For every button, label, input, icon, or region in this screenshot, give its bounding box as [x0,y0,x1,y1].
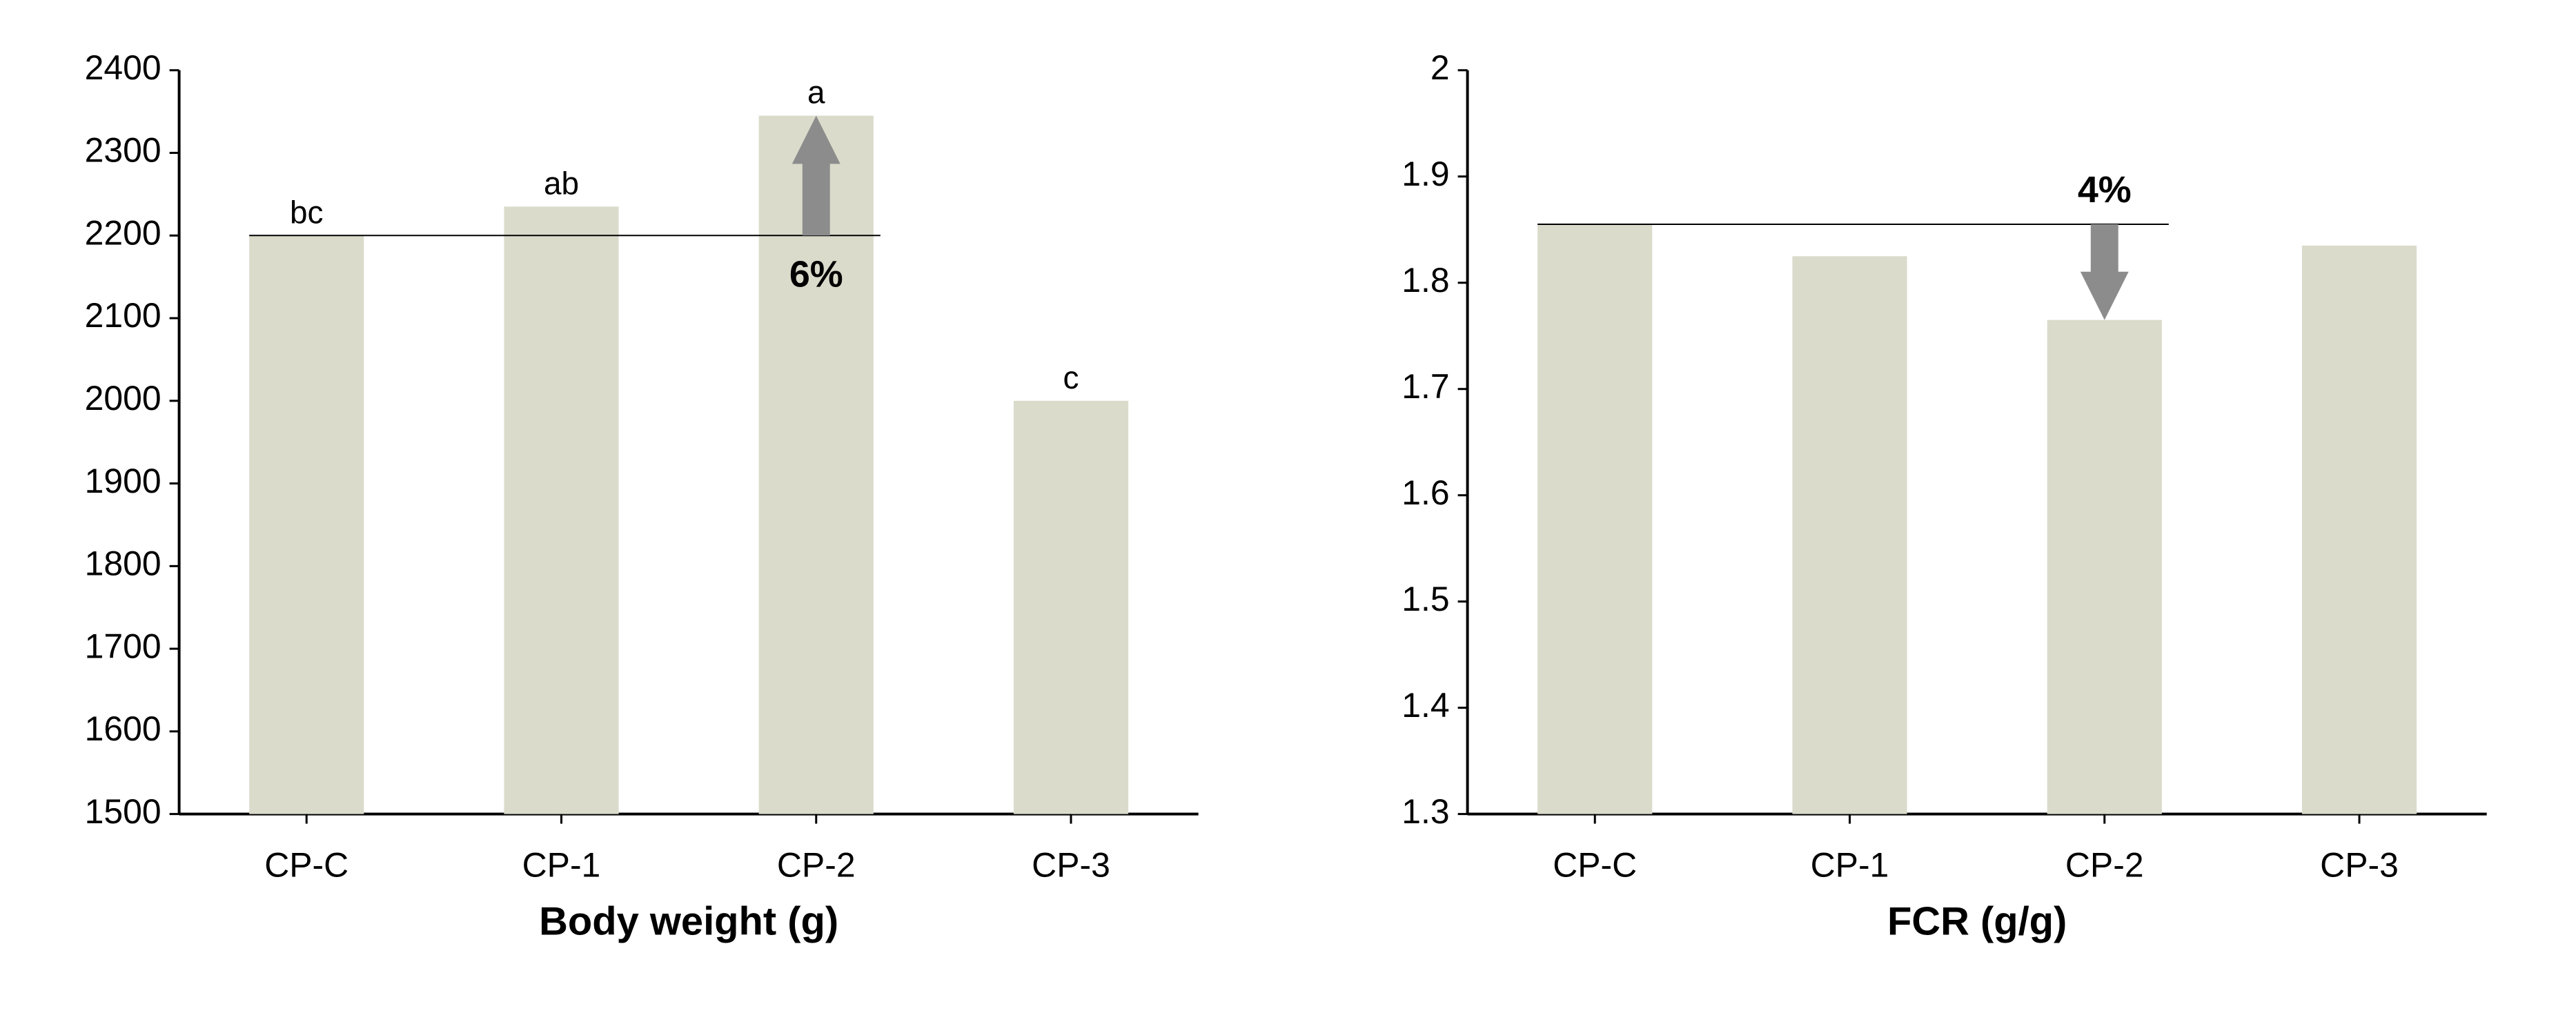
x-tick-label: CP-3 [2320,846,2399,885]
bar-superscript: ab [544,165,579,201]
x-tick-label: CP-C [1553,846,1637,885]
bar-superscript: a [807,75,825,110]
change-annotation: 4% [2077,169,2131,210]
y-tick-label: 1.3 [1402,792,1449,831]
y-tick-label: 1.4 [1402,686,1449,725]
x-tick-label: CP-2 [777,846,856,885]
chart-title: FCR (g/g) [1887,899,2066,943]
y-tick-label: 2 [1430,48,1449,87]
y-tick-label: 1500 [85,792,161,831]
y-tick-label: 1600 [85,709,161,748]
bar [1792,256,1907,814]
y-tick-label: 2200 [85,213,161,252]
bodyweight-chart: 1500 1600 1700 1800 1900 2000 2100 2200 2300 2400… [41,28,1247,994]
bar [2301,246,2416,814]
bar [249,235,364,814]
bar [504,206,618,814]
bar [1537,224,1652,814]
y-tick-label: 1900 [85,462,161,500]
fcr-panel: 1.3 1.4 1.5 1.6 1.7 1.8 1.9 2 CP-C CP-1 CP-2 CP-3 4%… [1330,28,2535,994]
bar [2047,320,2161,814]
x-tick-label: CP-1 [1810,846,1889,885]
x-tick-label: CP-1 [522,846,601,885]
fcr-chart: 1.3 1.4 1.5 1.6 1.7 1.8 1.9 2 CP-C CP-1 CP-2 CP-3 4%… [1330,28,2535,994]
charts-row: 1500 1600 1700 1800 1900 2000 2100 2200 2300 2400… [0,0,2576,1022]
change-annotation: 6% [789,253,843,295]
y-tick-label: 1700 [85,627,161,665]
y-tick-label: 2000 [85,379,161,417]
y-tick-label: 2400 [85,48,161,87]
y-tick-label: 2300 [85,131,161,170]
bar [1014,401,1128,814]
y-tick-label: 2100 [85,296,161,335]
bar-superscript: c [1063,360,1079,395]
y-tick-label: 1.9 [1402,155,1449,193]
chart-title: Body weight (g) [539,899,838,943]
bodyweight-panel: 1500 1600 1700 1800 1900 2000 2100 2200 2300 2400… [41,28,1247,994]
y-tick-label: 1.5 [1402,580,1449,618]
y-tick-label: 1800 [85,544,161,583]
y-tick-label: 1.7 [1402,367,1449,406]
bar-superscript: bc [290,194,323,230]
x-tick-label: CP-3 [1032,846,1110,885]
x-tick-label: CP-C [264,846,348,885]
y-tick-label: 1.6 [1402,473,1449,512]
y-tick-label: 1.8 [1402,261,1449,299]
change-arrow [2080,224,2128,320]
x-tick-label: CP-2 [2065,846,2143,885]
